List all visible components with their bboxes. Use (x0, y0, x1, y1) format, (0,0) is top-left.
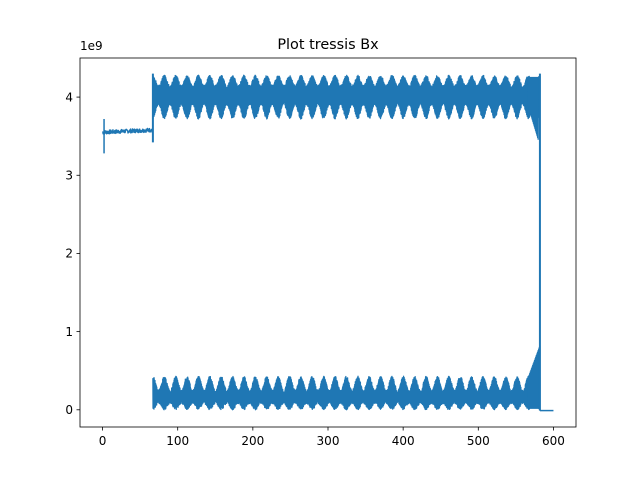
x-tick-label: 100 (166, 434, 189, 448)
x-tick-label: 200 (241, 434, 264, 448)
x-tick-label: 400 (392, 434, 415, 448)
upper-band (152, 74, 541, 120)
y-tick-label: 4 (65, 90, 73, 104)
chart-title: Plot tressis Bx (277, 37, 379, 53)
lower-end-rise (527, 345, 541, 409)
baseline-line (102, 127, 154, 135)
y-offset-label: 1e9 (80, 39, 103, 53)
x-tick-label: 0 (99, 434, 107, 448)
series-1 (102, 73, 554, 412)
lower-band (152, 375, 541, 411)
x-tick-label: 500 (467, 434, 490, 448)
x-axis: 0 100 200 300 400 500 600 (99, 427, 565, 448)
y-tick-label: 3 (65, 169, 73, 183)
x-tick-label: 300 (317, 434, 340, 448)
y-tick-label: 1 (65, 325, 73, 339)
y-axis: 0 1 2 3 4 (65, 90, 80, 417)
upper-end-drop (527, 76, 540, 140)
y-tick-label: 2 (65, 247, 73, 261)
y-tick-label: 0 (65, 403, 73, 417)
x-tick-label: 600 (542, 434, 565, 448)
